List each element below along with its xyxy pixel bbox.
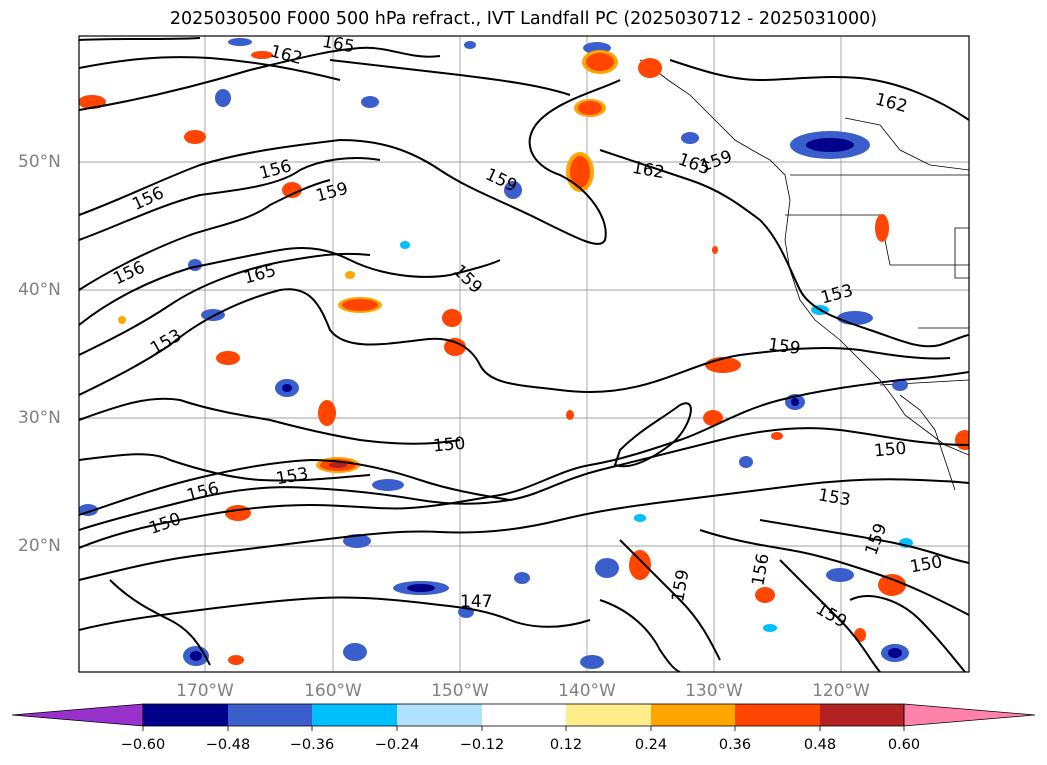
longitude-label: 130°W	[685, 681, 743, 701]
colorbar-extend-low	[11, 703, 144, 727]
refractivity-contours	[79, 37, 969, 672]
colorbar-bin	[312, 704, 397, 726]
colorbar-tick-label: 0.36	[718, 737, 752, 753]
colorbar-bin	[735, 704, 820, 726]
contour-label: 165	[321, 32, 356, 57]
colorbar-bin	[143, 704, 228, 726]
plot-frame	[78, 35, 970, 673]
colorbar-bin	[820, 704, 904, 726]
latitude-label: 20°N	[18, 536, 61, 556]
colorbar-tick-label: −0.60	[120, 737, 166, 753]
colorbar-tick-label: 0.48	[803, 737, 837, 753]
negative-anomaly-shading	[79, 38, 913, 669]
colorbar-tick-label: −0.36	[289, 737, 335, 753]
colorbar-tick-label: 0.24	[634, 737, 668, 753]
colorbar-bin	[397, 704, 482, 726]
contour-label: 150	[432, 434, 466, 457]
latitude-label: 40°N	[18, 280, 61, 300]
longitude-label: 140°W	[558, 681, 616, 701]
longitude-label: 160°W	[304, 681, 362, 701]
longitude-label: 170°W	[176, 681, 234, 701]
colorbar-bin	[566, 704, 651, 726]
map-title: 2025030500 F000 500 hPa refract., IVT La…	[169, 9, 878, 29]
colorbar-extend-high	[903, 703, 1036, 727]
colorbar-tick-label: −0.24	[374, 737, 420, 753]
colorbar-tick-label: −0.48	[205, 737, 251, 753]
colorbar	[11, 703, 1036, 731]
colorbar-tick-label: 0.12	[549, 737, 583, 753]
contour-label: 150	[873, 439, 907, 462]
longitude-label: 120°W	[812, 681, 870, 701]
contour-label: 147	[460, 592, 492, 612]
colorbar-bin	[228, 704, 312, 726]
latitude-label: 50°N	[18, 152, 61, 172]
colorbar-bin	[482, 704, 566, 726]
colorbar-tick-label: −0.12	[459, 737, 505, 753]
colorbar-bin	[651, 704, 735, 726]
latitude-label: 30°N	[18, 408, 61, 428]
longitude-label: 150°W	[431, 681, 489, 701]
coastlines	[639, 59, 969, 491]
contour-label: 159	[767, 335, 802, 359]
colorbar-tick-label: 0.60	[887, 737, 921, 753]
